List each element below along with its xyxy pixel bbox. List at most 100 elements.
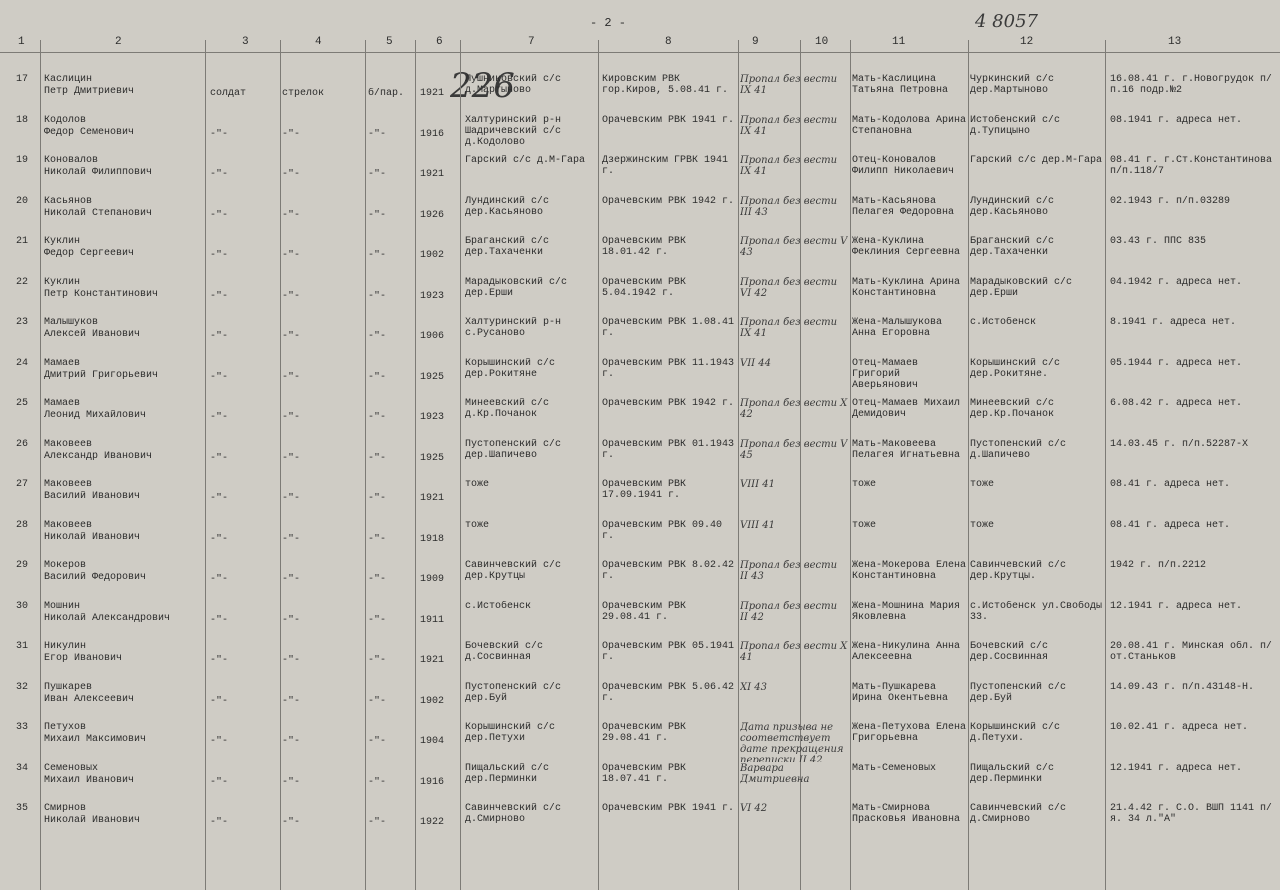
cell-surname: Куклин (44, 276, 81, 288)
cell-birthplace: Корышинский с/с дер.Петухи (465, 722, 556, 744)
cell-missing: Пропал без вести IX 41 (740, 317, 838, 339)
cell-surname: Пушкарев (44, 681, 93, 693)
cell-no: 23 (16, 317, 29, 328)
cell-note: 08.41 г. адреса нет. (1110, 479, 1231, 490)
cell-missing: Пропал без вести V 45 (740, 438, 848, 461)
cell-post: -"- (282, 533, 301, 545)
cell-rank: -"- (210, 817, 229, 828)
cell-drafted: Орачевским РВК 1.08.41 г. (602, 317, 735, 339)
cell-surname: Куклин (44, 236, 81, 247)
cell-address: с.Истобенск (970, 317, 1037, 328)
cell-address: Минеевский с/с дер.Кр.Почанок (970, 398, 1055, 420)
cell-relative: Отец-Мамаев Григорий Аверьянович (852, 357, 919, 391)
cell-rank: -"- (210, 533, 229, 545)
cell-party: -"- (368, 128, 387, 140)
cell-rank: -"- (210, 412, 229, 423)
cell-missing: Пропал без вести IX 41 (740, 114, 838, 137)
cell-party: -"- (368, 250, 387, 261)
cell-no: 24 (16, 357, 29, 369)
cell-birthplace: тоже (465, 519, 490, 531)
cell-address: Браганский с/с дер.Тахаченки (970, 236, 1055, 258)
cell-given: Василий Иванович (44, 491, 141, 502)
cell-relative: Мать-Семеновых (852, 762, 937, 774)
file-number: 4 8057 (975, 12, 1038, 32)
cell-post: -"- (282, 574, 301, 585)
column-rule (738, 40, 739, 890)
cell-address: с.Истобенск ул.Свободы 33. (970, 600, 1103, 623)
column-rule (280, 40, 281, 890)
cell-note: 6.08.42 г. адреса нет. (1110, 398, 1243, 409)
cell-given: Николай Филиппович (44, 167, 153, 178)
cell-relative: Мать-Касьянова Пелагея Федоровна (852, 195, 955, 218)
cell-born: 1921 (420, 655, 445, 666)
cell-post: -"- (282, 290, 301, 302)
cell-no: 35 (16, 803, 29, 814)
cell-rank: -"- (210, 250, 229, 261)
column-number: 8 (665, 36, 672, 48)
cell-given: Николай Степанович (44, 207, 153, 219)
cell-note: 05.1944 г. адреса нет. (1110, 357, 1243, 369)
cell-drafted: Орачевским РВК 29.08.41 г. (602, 600, 687, 623)
cell-address: Корышинский с/с д.Петухи. (970, 722, 1061, 744)
cell-missing: Пропал без вести IX 41 (740, 155, 838, 177)
cell-note: 21.4.42 г. С.О. ВШП 1141 п/я. 34 л."А" (1110, 803, 1273, 825)
cell-post: -"- (282, 493, 301, 504)
cell-note: 1942 г. п/п.2212 (1110, 560, 1207, 571)
cell-note: 10.02.41 г. адреса нет. (1110, 722, 1249, 733)
cell-surname: Коновалов (44, 155, 99, 166)
cell-given: Федор Сергеевич (44, 248, 135, 259)
cell-no: 19 (16, 155, 29, 166)
cell-born: 1902 (420, 695, 445, 707)
cell-note: 08.41 г. г.Ст.Константинова п/п.118/7 (1110, 155, 1273, 177)
column-number: 4 (315, 36, 322, 48)
cell-party: -"- (368, 452, 387, 464)
cell-relative: Мать-Маковеева Пелагея Игнатьевна (852, 438, 961, 461)
cell-surname: Мошнин (44, 600, 81, 612)
cell-born: 1922 (420, 817, 445, 828)
cell-given: Егор Иванович (44, 653, 123, 664)
cell-party: -"- (368, 574, 387, 585)
cell-born: 1911 (420, 614, 445, 626)
cell-address: Бочевский с/с дер.Сосвинная (970, 641, 1049, 663)
column-number: 13 (1168, 36, 1182, 48)
cell-surname: Малышуков (44, 317, 99, 328)
cell-born: 1918 (420, 533, 445, 545)
cell-rank: -"- (210, 493, 229, 504)
cell-address: Савинчевский с/с дер.Крутцы. (970, 560, 1067, 582)
cell-rank: -"- (210, 331, 229, 342)
cell-born: 1926 (420, 209, 445, 221)
cell-born: 1923 (420, 290, 445, 302)
cell-party: -"- (368, 776, 387, 788)
cell-no: 21 (16, 236, 29, 247)
column-number: 3 (242, 36, 249, 48)
cell-note: 14.09.43 г. п/п.43148-Н. (1110, 681, 1255, 693)
cell-post: -"- (282, 371, 301, 383)
column-rule (850, 40, 851, 890)
column-number: 10 (815, 36, 829, 48)
cell-address: Гарский с/с дер.М-Гара (970, 155, 1103, 166)
cell-relative: Жена-Никулина Анна Алексеевна (852, 641, 961, 663)
column-rule (365, 40, 366, 890)
cell-drafted: Орачевским РВК 18.07.41 г. (602, 762, 687, 785)
cell-party: -"- (368, 614, 387, 626)
cell-note: 14.03.45 г. п/п.52287-Х (1110, 438, 1249, 450)
cell-post: -"- (282, 776, 301, 788)
cell-post: -"- (282, 169, 301, 180)
cell-rank: -"- (210, 776, 229, 788)
cell-missing: Пропал без вести X 41 (740, 641, 848, 663)
cell-relative: Мать-Пушкарева Ирина Окентьевна (852, 681, 949, 704)
cell-given: Алексей Иванович (44, 329, 141, 340)
cell-birthplace: Лундинский с/с дер.Касьяново (465, 195, 550, 218)
cell-relative: Отец-Мамаев Михаил Демидович (852, 398, 961, 420)
cell-drafted: Дзержинским ГРВК 1941 г. (602, 155, 729, 177)
cell-given: Петр Дмитриевич (44, 86, 135, 97)
cell-born: 1916 (420, 776, 445, 788)
cell-address: Корышинский с/с дер.Рокитяне. (970, 357, 1061, 380)
cell-rank: -"- (210, 128, 229, 140)
cell-born: 1925 (420, 371, 445, 383)
cell-party: -"- (368, 817, 387, 828)
cell-given: Дмитрий Григорьевич (44, 369, 159, 381)
column-number: 11 (892, 36, 906, 48)
cell-drafted: Орачевским РВК 1942 г. (602, 195, 735, 207)
cell-no: 28 (16, 519, 29, 531)
